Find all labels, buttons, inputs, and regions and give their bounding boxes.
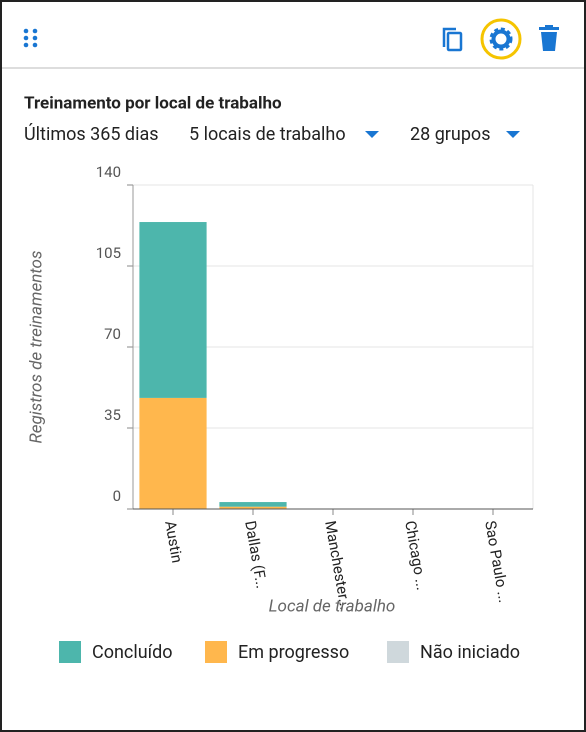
location-filter[interactable]: 5 locais de trabalho [189,124,346,145]
legend-label: Não iniciado [420,642,520,663]
legend-label: Em progresso [238,642,349,663]
bar-segment [219,506,287,509]
y-axis-title: Registros de treinamentos [26,251,46,444]
legend-swatch [387,641,409,663]
legend-swatch [205,641,227,663]
legend-label: Concluído [92,642,173,663]
drag-handle[interactable] [23,28,38,48]
delete-button[interactable] [539,25,559,51]
widget-title: Treinamento por local de trabalho [24,93,282,113]
dropdown-arrow[interactable] [506,131,520,138]
y-tick-label: 105 [96,244,121,262]
bar-segment [139,222,207,398]
legend-swatch [59,641,81,663]
settings-button[interactable] [480,18,522,60]
dropdown-arrow[interactable] [365,131,379,138]
y-tick-label: 35 [104,406,121,424]
x-axis-title: Local de trabalho [269,596,396,616]
y-tick-label: 0 [113,487,121,505]
group-filter[interactable]: 28 grupos [410,124,491,145]
date-filter[interactable]: Últimos 365 dias [24,123,159,145]
y-tick-label: 140 [96,163,121,181]
y-tick-label: 70 [104,325,121,343]
bar-segment [219,502,287,507]
bar-segment [139,397,207,509]
copy-button[interactable] [442,27,463,52]
